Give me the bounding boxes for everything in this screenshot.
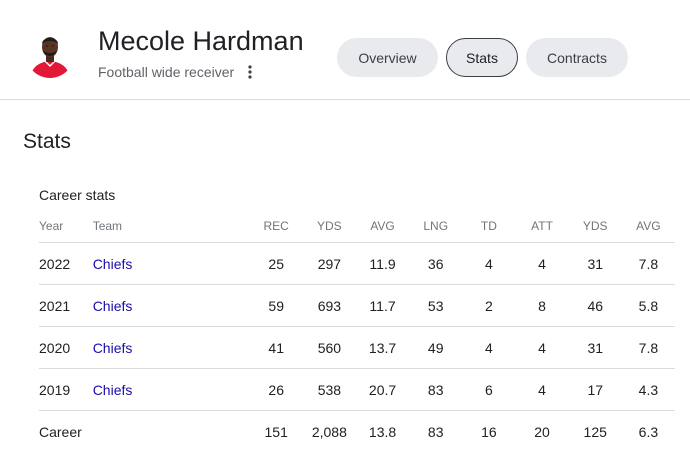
cell-year: 2019 [39, 368, 93, 411]
career-total-row: Career 151 2,088 13.8 83 16 20 125 6.3 [39, 411, 675, 453]
cell-value: 4.3 [621, 368, 675, 411]
cell-total: 2,088 [311, 423, 347, 440]
cell-value: 83 [409, 368, 463, 411]
cell-value: 26 [249, 368, 303, 411]
table-caption: Career stats [39, 187, 116, 203]
panel-header: Mecole Hardman Football wide receiver Ov… [0, 0, 690, 100]
cell-value: 13.7 [355, 326, 410, 369]
header-rec: REC [249, 210, 303, 243]
cell-value: 4 [515, 326, 569, 369]
player-role: Football wide receiver [98, 64, 235, 80]
cell-career-label: Career [39, 423, 82, 440]
more-vert-icon [248, 65, 252, 79]
team-link[interactable]: Chiefs [92, 339, 133, 356]
header-year: Year [39, 210, 93, 243]
player-name: Mecole Hardman [98, 26, 304, 56]
tab-overview[interactable]: Overview [337, 38, 438, 77]
cell-value: 36 [409, 242, 463, 285]
cell-total: 13.8 [368, 423, 397, 440]
table-row: 2019 Chiefs 26 538 20.7 83 6 4 17 4.3 [39, 368, 675, 411]
cell-value: 693 [302, 284, 356, 327]
table-row: 2020 Chiefs 41 560 13.7 49 4 4 31 7.8 [39, 326, 675, 369]
cell-value: 538 [302, 368, 356, 411]
table-row: 2021 Chiefs 59 693 11.7 53 2 8 46 5.8 [39, 284, 675, 327]
table-row: 2022 Chiefs 25 297 11.9 36 4 4 31 7.8 [39, 242, 675, 285]
cell-value: 4 [462, 242, 516, 285]
cell-value: 5.8 [621, 284, 675, 327]
tab-stats[interactable]: Stats [446, 38, 518, 77]
cell-value: 59 [249, 284, 303, 327]
cell-total: 6.3 [638, 423, 659, 440]
cell-total: 16 [481, 423, 497, 440]
cell-value: 4 [462, 326, 516, 369]
cell-total: 20 [534, 423, 550, 440]
cell-value: 4 [515, 368, 569, 411]
table-header-row: Year Team REC YDS AVG LNG TD ATT YDS AVG [39, 210, 675, 243]
cell-value: 11.9 [355, 242, 410, 285]
header-att: ATT [515, 210, 569, 243]
header-team: Team [92, 210, 250, 243]
cell-value: 8 [515, 284, 569, 327]
cell-value: 53 [409, 284, 463, 327]
cell-value: 46 [568, 284, 622, 327]
player-photo [26, 30, 74, 78]
section-title: Stats [23, 130, 71, 153]
cell-value: 11.7 [355, 284, 410, 327]
player-avatar[interactable] [26, 30, 74, 78]
team-link[interactable]: Chiefs [92, 297, 133, 314]
cell-value: 31 [568, 242, 622, 285]
cell-value: 560 [302, 326, 356, 369]
cell-year: 2021 [39, 284, 93, 327]
cell-value: 25 [249, 242, 303, 285]
cell-value: 7.8 [621, 242, 675, 285]
cell-value: 20.7 [355, 368, 410, 411]
cell-year: 2022 [39, 242, 93, 285]
header-lng: LNG [409, 210, 463, 243]
cell-value: 7.8 [621, 326, 675, 369]
cell-total: 151 [264, 423, 288, 440]
cell-value: 297 [302, 242, 356, 285]
header-rec-yds: YDS [302, 210, 356, 243]
cell-total: 83 [427, 423, 444, 440]
tab-contracts[interactable]: Contracts [526, 38, 628, 77]
cell-value: 31 [568, 326, 622, 369]
team-link[interactable]: Chiefs [92, 381, 133, 398]
cell-total: 125 [583, 423, 607, 440]
header-td: TD [462, 210, 516, 243]
more-options-button[interactable] [240, 62, 260, 82]
cell-value: 49 [409, 326, 463, 369]
header-rush-yds: YDS [568, 210, 622, 243]
cell-value: 4 [515, 242, 569, 285]
cell-value: 2 [462, 284, 516, 327]
career-stats-table: Year Team REC YDS AVG LNG TD ATT YDS AVG… [39, 210, 675, 452]
cell-value: 17 [568, 368, 622, 411]
team-link[interactable]: Chiefs [92, 255, 133, 272]
cell-value: 6 [462, 368, 516, 411]
cell-value: 41 [249, 326, 303, 369]
header-rush-avg: AVG [621, 210, 675, 243]
header-rec-avg: AVG [355, 210, 410, 243]
cell-year: 2020 [39, 326, 93, 369]
